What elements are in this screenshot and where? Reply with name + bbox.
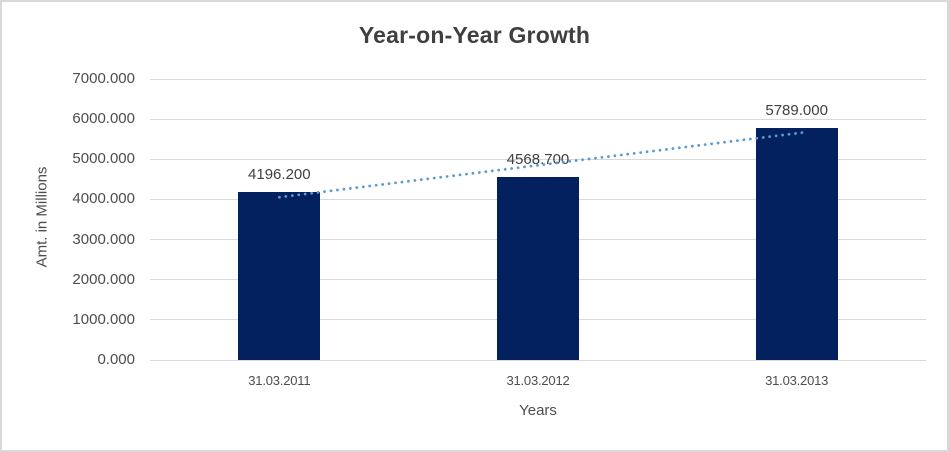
bar-data-label: 4196.200	[248, 165, 311, 183]
x-axis-title: Years	[519, 402, 557, 419]
plot-area: 4196.200 4568.700 5789.000	[150, 78, 926, 361]
y-tick-label: 6000.000	[72, 110, 135, 128]
bar-data-label: 4568.700	[506, 150, 570, 168]
y-tick-label: 5000.000	[72, 150, 135, 168]
y-tick-label: 2000.000	[72, 270, 135, 288]
gridline	[150, 78, 926, 80]
y-tick-label: 3000.000	[72, 230, 135, 248]
y-tick-label: 4000.000	[72, 190, 135, 208]
gridline	[150, 359, 926, 361]
x-tick-label: 31.03.2011	[248, 373, 311, 388]
y-tick-label: 0.000	[97, 351, 135, 368]
y-axis-title: Amt. in Millions	[33, 166, 51, 268]
bar	[755, 127, 838, 360]
bar	[497, 176, 579, 360]
gridline	[150, 118, 926, 120]
chart-title: Year-on-Year Growth	[358, 22, 591, 48]
trendline	[277, 131, 805, 199]
bar	[238, 191, 321, 360]
bar-data-label: 5789.000	[765, 101, 828, 119]
x-tick-label: 31.03.2013	[765, 373, 829, 388]
gridline	[150, 158, 926, 160]
y-tick-label: 7000.000	[72, 70, 135, 87]
x-tick-label: 31.03.2012	[506, 373, 570, 388]
y-tick-label: 1000.000	[72, 310, 135, 328]
